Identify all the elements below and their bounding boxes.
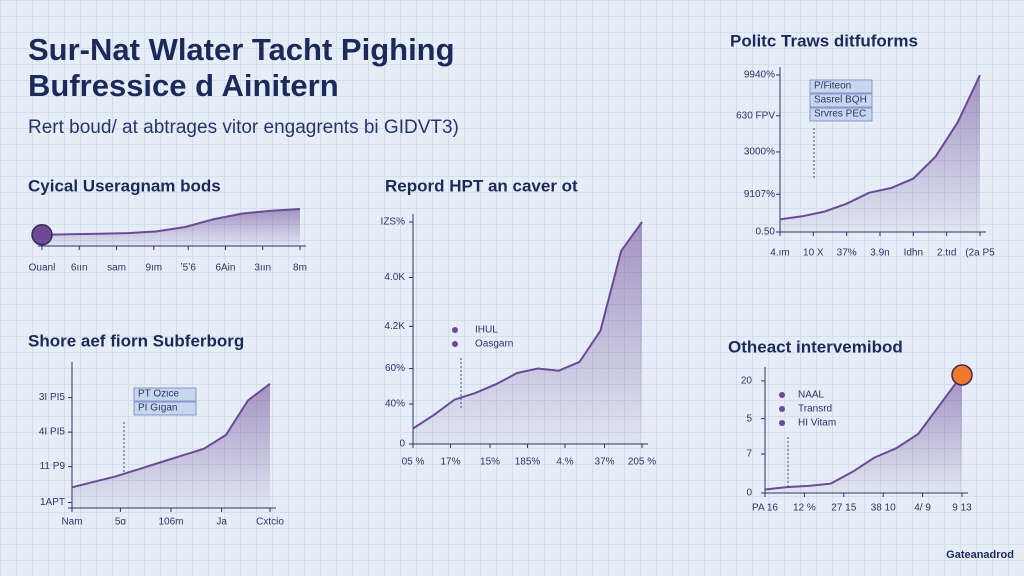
x-tick-label: 2.tıd: [937, 248, 956, 259]
annotation-label: HI Vitam: [798, 418, 836, 429]
x-tick-label: 4.%: [556, 457, 573, 468]
x-tick-label: 6Ain: [215, 263, 235, 274]
highlight-point: [31, 224, 53, 246]
y-tick-label: 630 FPV: [736, 110, 775, 121]
line: [764, 374, 963, 491]
annotation-label: NAAL: [798, 390, 825, 401]
y-tick-label: 4.0K: [384, 272, 405, 283]
x-tick-label: 10 X: [803, 248, 824, 259]
x-tick-label: Ja: [216, 517, 227, 528]
y-tick-label: 9940%: [744, 70, 775, 81]
annotation-dot: [452, 327, 458, 333]
x-tick-label: 4/ 9: [914, 503, 931, 514]
annotation-dot: [779, 392, 785, 398]
y-tick-label: IZS%: [381, 217, 406, 228]
x-tick-label: Idhn: [904, 248, 923, 259]
x-tick-label: sam: [107, 263, 126, 274]
x-tick-label: 27 15: [831, 503, 856, 514]
annotation-box: [809, 79, 873, 94]
y-tick-label: 5: [746, 413, 752, 424]
line: [412, 221, 643, 430]
x-tick-label: 12 %: [793, 503, 816, 514]
y-tick-label: 0: [399, 439, 405, 450]
x-tick-label: ʼ5ʼ6: [180, 263, 196, 274]
annotation-dot: [452, 341, 458, 347]
x-tick-label: 38 10: [871, 503, 896, 514]
x-tick-label: Nam: [61, 517, 82, 528]
footer-logo: Gateanadrod: [946, 549, 1014, 561]
annotation-label: IHUL: [475, 325, 498, 336]
x-tick-label: 17%: [440, 457, 460, 468]
annotation-label: Transrd: [798, 404, 832, 415]
annotation-dot: [779, 406, 785, 412]
x-tick-label: 205 %: [628, 457, 656, 468]
line: [71, 383, 271, 489]
chart-title: Shore aef fiorn Subferborg: [28, 331, 244, 350]
y-tick-label: 3Ι ΡΙ5: [39, 392, 66, 403]
y-tick-label: 0: [746, 488, 752, 499]
annotation-box: [809, 93, 873, 108]
x-tick-label: 5ɑ: [115, 517, 126, 528]
x-tick-label: 185%: [515, 457, 541, 468]
y-tick-label: 40%: [385, 399, 405, 410]
annotation-label: P/Fiteon: [814, 81, 851, 92]
y-tick-label: 11 Ρ9: [40, 461, 66, 472]
annotation-dot: [779, 420, 785, 426]
annotation-label: Oasgarn: [475, 339, 513, 350]
page-title: Bufressice d Ainitern: [28, 68, 339, 103]
x-tick-label: 9 13: [952, 503, 972, 514]
x-tick-label: 37%: [837, 248, 857, 259]
x-tick-label: Ouanl: [29, 263, 56, 274]
x-tick-label: Cxtcio: [256, 517, 284, 528]
annotation-box: [133, 401, 197, 416]
annotation-label: Srvres PEC: [814, 109, 866, 120]
y-tick-label: 60%: [385, 363, 405, 374]
x-tick-label: 37%: [595, 457, 615, 468]
highlight-point: [951, 364, 973, 386]
x-tick-label: (2a P5: [965, 248, 995, 259]
area: [72, 383, 270, 508]
y-tick-label: 1ΑΡΤ: [40, 497, 65, 508]
annotation-box: [133, 387, 197, 402]
page-title: Sur-Nat Wlater Tacht Pighing: [28, 32, 455, 67]
chart-title: Cyical Useragnam bods: [28, 176, 221, 195]
y-tick-label: 20: [741, 376, 753, 387]
annotation-label: Sasrel BQH: [814, 95, 867, 106]
y-tick-label: 4Ι ΡΙ5: [39, 427, 66, 438]
x-tick-label: 3.9n: [870, 248, 889, 259]
area: [42, 209, 300, 246]
y-tick-label: 4.2K: [384, 321, 405, 332]
annotation-label: ΡΤ Οzιce: [138, 389, 179, 400]
x-tick-label: 106m: [158, 517, 183, 528]
page-subtitle: Rert boud/ at abtrages vitor engagrents …: [28, 117, 459, 138]
annotation-box: [809, 107, 873, 122]
y-tick-label: 0.50: [756, 227, 776, 238]
x-tick-label: PA 16: [752, 503, 778, 514]
x-tick-label: 6ıın: [71, 263, 88, 274]
x-tick-label: 9ım: [145, 263, 162, 274]
x-tick-label: 05 %: [402, 457, 425, 468]
chart-title: Otheact intervemibod: [728, 337, 903, 356]
x-tick-label: 15%: [480, 457, 500, 468]
area: [765, 375, 962, 493]
y-tick-label: 9107%: [744, 189, 775, 200]
x-tick-label: 4.ım: [770, 248, 789, 259]
x-tick-label: 3ıın: [254, 263, 271, 274]
y-tick-label: 7: [746, 449, 752, 460]
y-tick-label: 3000%: [744, 147, 775, 158]
chart-title: Politc Traws ditfuforms: [730, 31, 918, 50]
area: [780, 75, 980, 232]
area: [413, 222, 642, 444]
chart-title: Repord HPT an caver ot: [385, 176, 578, 195]
line: [779, 74, 981, 221]
x-tick-label: 8m: [293, 263, 307, 274]
annotation-label: ΡΙ Gıgan: [138, 403, 177, 414]
line: [41, 208, 301, 236]
